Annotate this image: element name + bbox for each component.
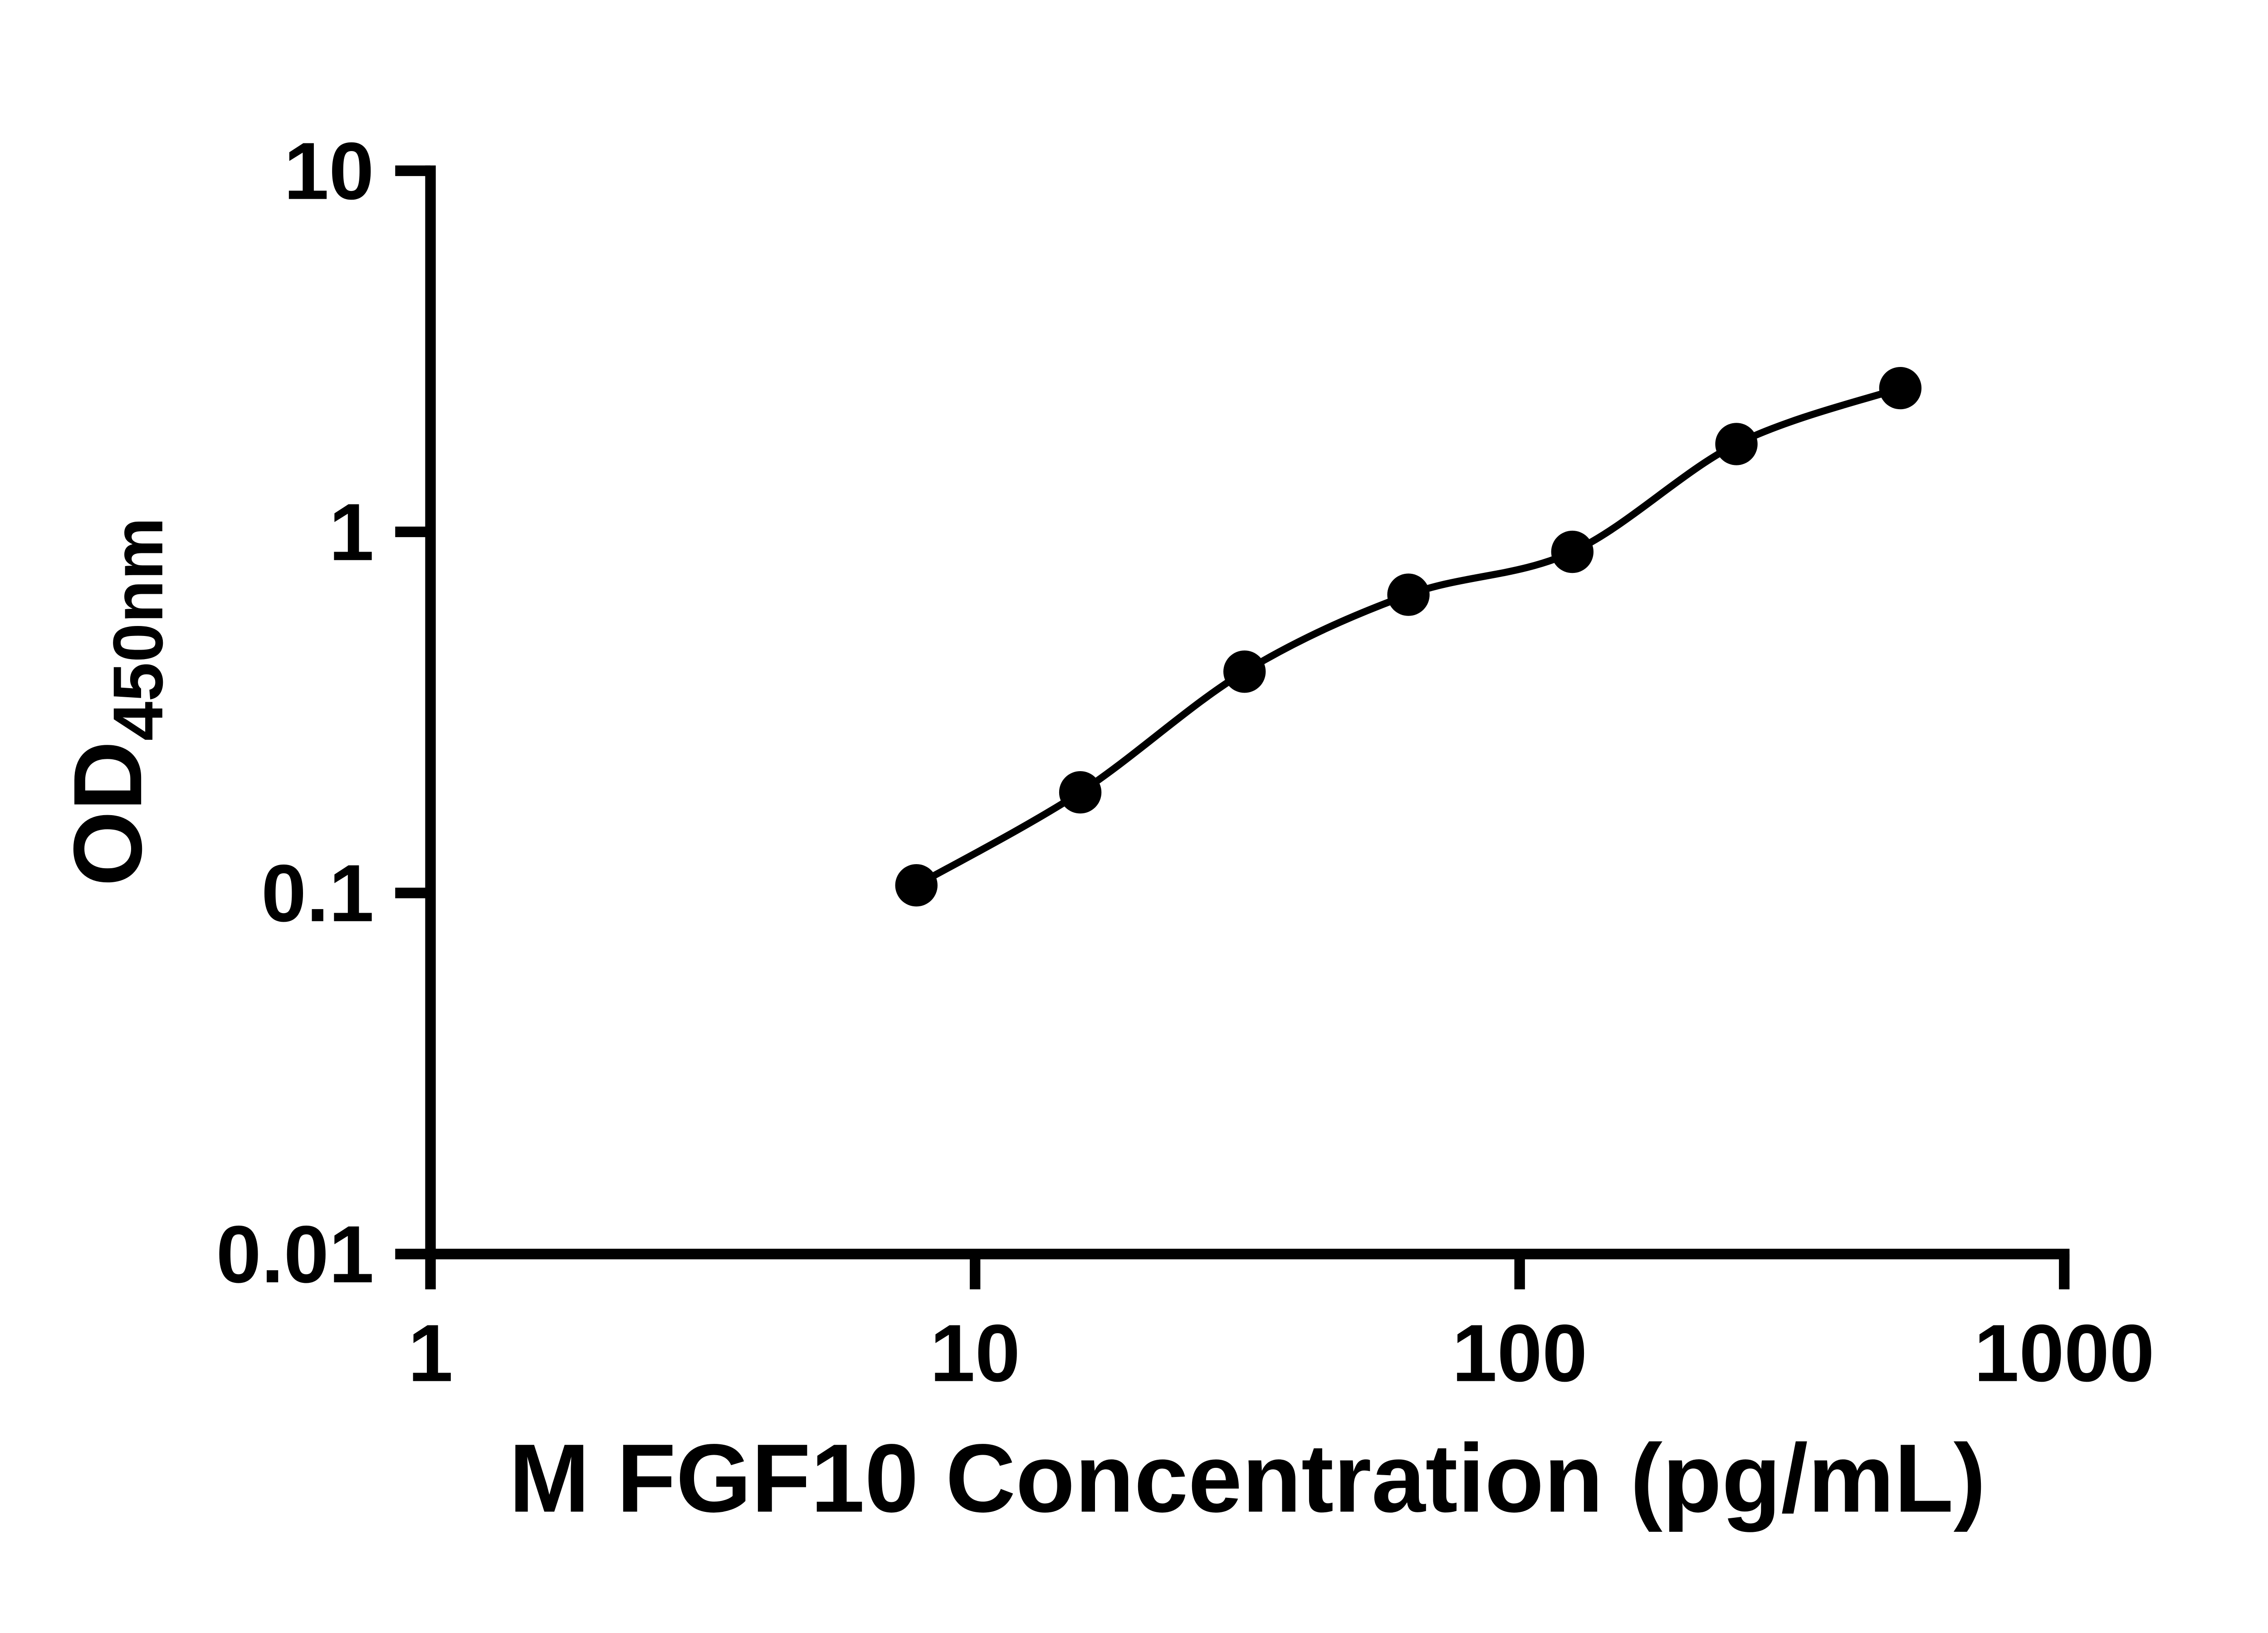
data-point [1715,423,1758,465]
fit-curve [914,385,1901,889]
y-axis-tick-label: 0.01 [216,1209,374,1300]
y-axis-title-main: OD [54,741,162,886]
data-point [1059,771,1102,814]
y-axis-tick-label: 0.1 [261,848,374,939]
y-axis-tick-label: 10 [284,126,374,216]
x-axis-title: M FGF10 Concentration (pg/mL) [509,1424,1986,1532]
y-axis-title-subscript: 450nm [98,517,177,741]
x-axis-tick-label: 1 [408,1308,453,1398]
x-axis-tick-label: 100 [1452,1308,1588,1398]
x-axis-tick-label: 1000 [1974,1308,2155,1398]
data-series [895,367,1922,907]
data-point [1879,367,1922,410]
data-point [1387,573,1430,616]
data-point [895,864,938,907]
data-point [1551,530,1594,573]
y-axis-title: OD450nm [54,517,177,886]
axis-frame [425,165,2070,1260]
x-axis-tick-label: 10 [930,1308,1020,1398]
axes: 1 10 100 1000 0.01 0.1 1 10 [216,126,2154,1398]
data-point [1223,650,1266,693]
y-axis-tick-label: 1 [329,487,374,577]
